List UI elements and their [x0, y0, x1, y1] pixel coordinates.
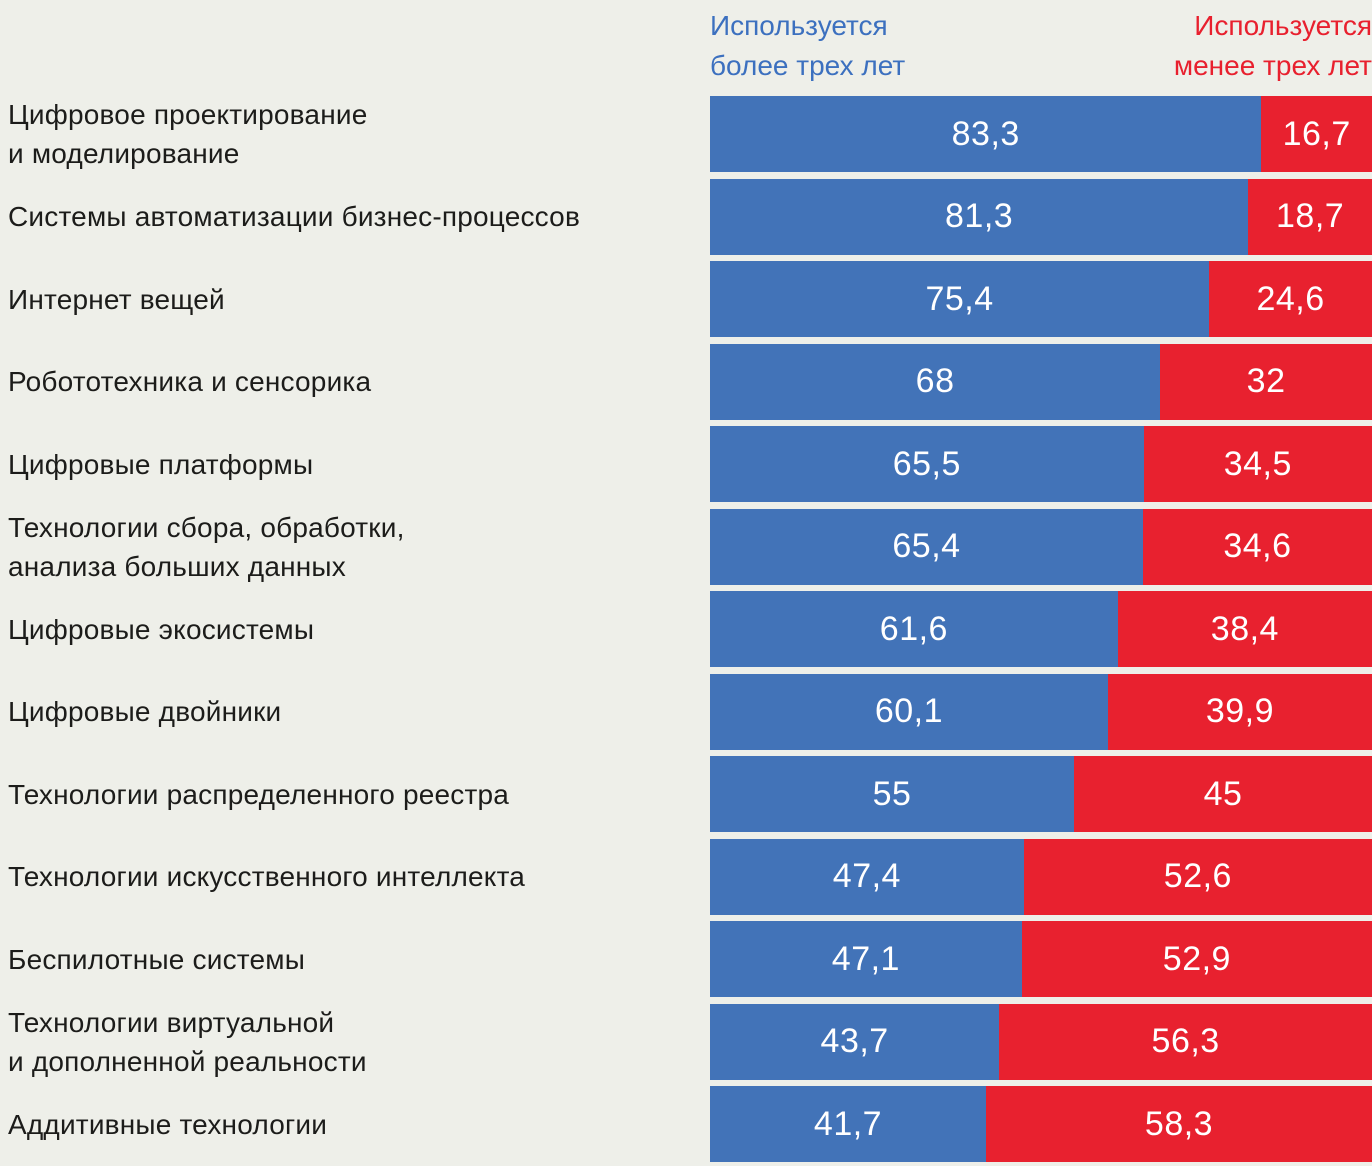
category-label: Технологии сбора, обработки, анализа бол…	[8, 511, 405, 582]
bar-segment-more-than-three-years: 61,6	[710, 591, 1118, 667]
chart-row: Аддитивные технологии 41,7 58,3	[0, 1086, 1372, 1162]
value-label-more: 83,3	[951, 114, 1020, 153]
value-label-more: 81,3	[945, 197, 1014, 235]
value-label-more: 47,1	[831, 939, 900, 978]
category-label: Цифровые экосистемы	[8, 613, 315, 645]
bar-segment-more-than-three-years: 55	[710, 756, 1075, 832]
chart-row: Технологии виртуальной и дополненной реа…	[0, 1003, 1372, 1080]
bar-segment-less-than-three-years: 32	[1160, 343, 1372, 420]
bar-segment-more-than-three-years: 65,4	[710, 508, 1143, 585]
bar-segment-less-than-three-years: 38,4	[1117, 591, 1372, 667]
bar-segment-more-than-three-years: 65,5	[710, 426, 1144, 502]
bar-segment-less-than-three-years: 45	[1074, 756, 1372, 832]
value-label-less: 52,9	[1162, 939, 1231, 978]
chart-row: Цифровые двойники 60,1 39,9	[0, 673, 1372, 750]
bar-segment-more-than-three-years: 41,7	[710, 1086, 987, 1162]
bar-segment-less-than-three-years: 56,3	[999, 1003, 1372, 1080]
value-label-more: 41,7	[813, 1104, 883, 1143]
category-label: Аддитивные технологии	[8, 1108, 328, 1140]
chart-row: Системы автоматизации бизнес-процессов 8…	[0, 178, 1372, 255]
chart-row: Интернет вещей 75,4 24,6	[0, 261, 1372, 337]
category-label: Цифровые платформы	[8, 448, 314, 480]
bar-track: 60,1 39,9	[710, 673, 1372, 750]
value-label-less: 32	[1246, 362, 1286, 400]
bar-track: 83,3 16,7	[710, 96, 1372, 172]
bar-track: 68 32	[710, 343, 1372, 420]
value-label-more: 61,6	[879, 609, 948, 648]
value-label-less: 34,5	[1223, 444, 1292, 483]
value-label-more: 43,7	[820, 1022, 889, 1060]
value-label-less: 18,7	[1276, 197, 1345, 235]
category-label: Технологии виртуальной и дополненной реа…	[8, 1006, 367, 1077]
bar-segment-less-than-three-years: 34,6	[1142, 508, 1372, 585]
value-label-more: 65,4	[892, 527, 961, 565]
legend-used-more-than-three-years: Используется более трех лет	[710, 10, 906, 81]
category-label: Системы автоматизации бизнес-процессов	[8, 201, 581, 232]
chart-row: Робототехника и сенсорика 68 32	[0, 343, 1372, 420]
value-label-less: 58,3	[1144, 1104, 1214, 1143]
value-label-more: 47,4	[832, 857, 901, 895]
bar-segment-less-than-three-years: 39,9	[1107, 673, 1372, 750]
bar-track: 47,4 52,6	[710, 838, 1372, 915]
bar-segment-less-than-three-years: 58,3	[986, 1086, 1372, 1162]
legend: Используется более трех лет Используется…	[0, 6, 1372, 86]
bar-track: 43,7 56,3	[710, 1003, 1372, 1080]
category-label: Цифровые двойники	[8, 696, 282, 727]
value-label-less: 39,9	[1205, 692, 1275, 730]
value-label-less: 45	[1203, 774, 1243, 813]
bar-track: 81,3 18,7	[710, 178, 1372, 255]
bar-segment-less-than-three-years: 52,6	[1023, 838, 1372, 915]
bar-track: 41,7 58,3	[710, 1086, 1372, 1162]
category-label: Технологии распределенного реестра	[8, 778, 510, 810]
chart-row: Цифровое проектирование и моделирование …	[0, 96, 1372, 172]
category-label: Беспилотные системы	[8, 943, 306, 975]
category-label: Робототехника и сенсорика	[8, 366, 372, 397]
bar-track: 65,5 34,5	[710, 426, 1372, 502]
chart-row: Технологии распределенного реестра 55 45	[0, 756, 1372, 832]
bar-track: 55 45	[710, 756, 1372, 832]
bar-track: 47,1 52,9	[710, 921, 1372, 997]
bar-segment-less-than-three-years: 24,6	[1209, 261, 1372, 337]
value-label-more: 75,4	[925, 279, 994, 318]
chart-row: Цифровые экосистемы 61,6 38,4	[0, 591, 1372, 667]
bar-track: 61,6 38,4	[710, 591, 1372, 667]
value-label-less: 38,4	[1210, 609, 1279, 648]
bar-segment-more-than-three-years: 60,1	[710, 673, 1108, 750]
chart-rows: Цифровое проектирование и моделирование …	[0, 96, 1372, 1162]
bar-segment-less-than-three-years: 52,9	[1021, 921, 1372, 997]
value-label-less: 56,3	[1151, 1022, 1220, 1060]
bar-segment-more-than-three-years: 47,4	[710, 838, 1024, 915]
value-label-less: 34,6	[1223, 527, 1292, 565]
bar-segment-more-than-three-years: 68	[710, 343, 1161, 420]
bar-segment-more-than-three-years: 81,3	[710, 178, 1249, 255]
chart-row: Цифровые платформы 65,5 34,5	[0, 426, 1372, 502]
value-label-more: 65,5	[892, 444, 961, 483]
bar-track: 65,4 34,6	[710, 508, 1372, 585]
value-label-more: 68	[915, 362, 955, 400]
value-label-less: 24,6	[1256, 279, 1325, 318]
category-label: Цифровое проектирование и моделирование	[8, 99, 368, 169]
category-label: Технологии искусственного интеллекта	[8, 861, 526, 892]
value-label-more: 60,1	[874, 692, 944, 730]
bar-segment-more-than-three-years: 83,3	[710, 96, 1262, 172]
category-label: Интернет вещей	[8, 283, 225, 315]
bar-segment-more-than-three-years: 47,1	[710, 921, 1022, 997]
bar-segment-more-than-three-years: 75,4	[710, 261, 1210, 337]
chart-row: Технологии сбора, обработки, анализа бол…	[0, 508, 1372, 585]
bar-segment-more-than-three-years: 43,7	[710, 1003, 1000, 1080]
bar-segment-less-than-three-years: 16,7	[1261, 96, 1372, 172]
value-label-less: 16,7	[1282, 114, 1351, 153]
value-label-more: 55	[872, 774, 912, 813]
legend-used-less-than-three-years: Используется менее трех лет	[1173, 10, 1372, 81]
bar-track: 75,4 24,6	[710, 261, 1372, 337]
chart-row: Беспилотные системы 47,1 52,9	[0, 921, 1372, 997]
value-label-less: 52,6	[1163, 857, 1232, 895]
bar-segment-less-than-three-years: 18,7	[1248, 178, 1372, 255]
bar-segment-less-than-three-years: 34,5	[1143, 426, 1372, 502]
chart-row: Технологии искусственного интеллекта 47,…	[0, 838, 1372, 915]
